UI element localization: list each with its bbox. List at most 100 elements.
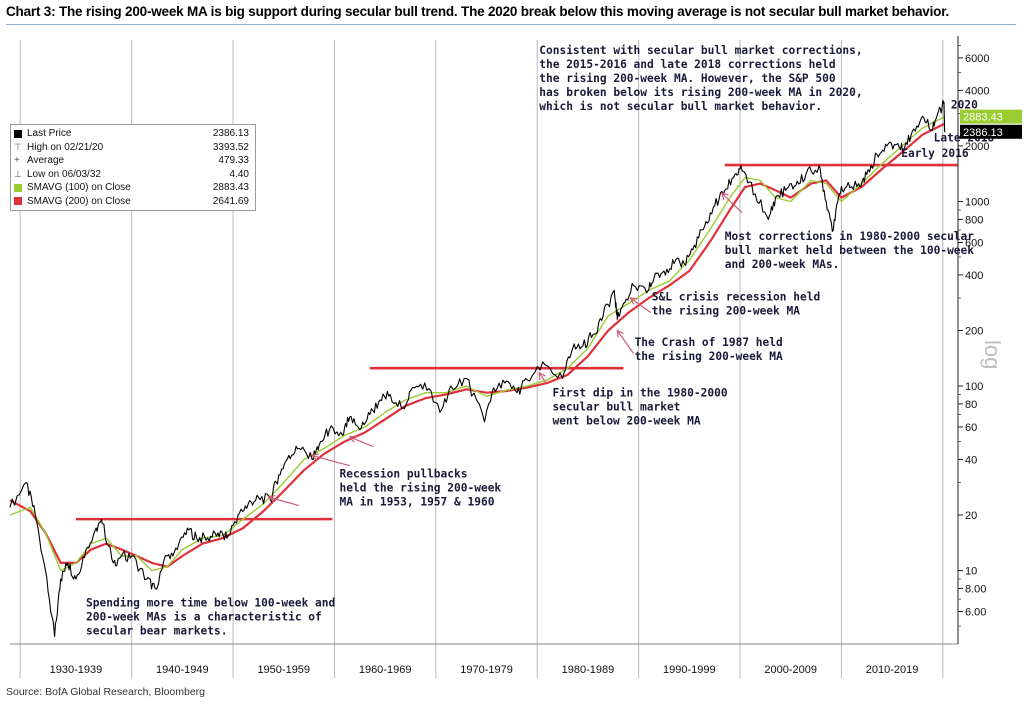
last-value-text: 2883.43 — [963, 112, 1003, 124]
annotation-line: Most corrections in 1980-2000 secular — [725, 230, 974, 243]
annotation-text: S&L crisis recession held the rising 200-… — [652, 291, 820, 318]
annotation-line: S&L crisis recession held — [652, 291, 820, 304]
annotation-line: Recession pullbacks — [340, 467, 468, 480]
legend-label: Average — [27, 155, 65, 167]
annotation-arrow — [348, 435, 374, 448]
arrow-head — [348, 435, 357, 443]
source-note: Source: BofA Global Research, Bloomberg — [6, 686, 206, 698]
x-tick-label: 1930-1939 — [50, 664, 103, 676]
y-tick-label: 400 — [965, 270, 983, 282]
annotation-text: Consistent with secular bull market corr… — [539, 44, 862, 113]
x-tick-label: 1990-1999 — [663, 664, 716, 676]
y-tick-label: 100 — [965, 381, 983, 393]
price-series — [9, 99, 946, 637]
arrow-shaft — [538, 372, 546, 383]
annotation-arrows — [267, 192, 743, 507]
annotation-line: Spending more time below 100-week and — [86, 596, 335, 609]
x-tick-label: 1970-1979 — [460, 664, 513, 676]
legend-row-ma100: SMAVG (100) on Close 2883.43 — [11, 181, 255, 195]
y-axis-label: log — [980, 340, 1005, 369]
annotations: Consistent with secular bull market corr… — [86, 44, 995, 637]
x-tick-label: 2000-2009 — [764, 664, 817, 676]
price-line — [9, 99, 946, 637]
ma200-series — [9, 122, 946, 568]
legend-row-high: ⊤ High on 02/21/20 3393.52 — [11, 141, 255, 155]
y-tick-label: 4000 — [965, 85, 989, 97]
annotation-line: the rising 200-week MA — [652, 305, 800, 318]
annotation-line: has broken below its rising 200-week MA … — [539, 86, 862, 99]
legend-value: 4.40 — [229, 168, 249, 180]
legend-row-last-price: Last Price 2386.13 — [11, 127, 255, 141]
y-tick-label: 200 — [965, 325, 983, 337]
ma200-line — [9, 122, 946, 568]
ma100-line — [9, 115, 946, 572]
annotation-arrow — [629, 297, 652, 314]
y-tick-label: 6.00 — [965, 607, 986, 619]
arrow-head — [629, 297, 638, 305]
arrow-shaft — [311, 454, 350, 467]
arrow-shaft — [616, 330, 635, 354]
x-tick-label: 1940-1949 — [156, 664, 209, 676]
annotation-line: secular bull market — [552, 400, 680, 413]
y-tick-label: 20 — [965, 510, 977, 522]
y-tick-label: 60 — [965, 422, 977, 434]
arrow-head — [616, 329, 624, 338]
annotation-arrow — [720, 192, 743, 214]
annotation-line: 200-week MAs is a characteristic of — [86, 610, 322, 623]
annotation-line: and 200-week MAs. — [725, 258, 840, 271]
annotation-line: Consistent with secular bull market corr… — [539, 44, 862, 57]
annotation-text: 2020 — [951, 98, 978, 111]
annotation-line: the rising 200-week MA. However, the S&P… — [539, 72, 836, 85]
y-tick-label: 1000 — [965, 196, 989, 208]
arrow-head — [310, 453, 320, 461]
last-value-text: 2386.13 — [963, 127, 1003, 139]
title-divider — [6, 24, 1016, 25]
legend-row-average: + Average 479.33 — [11, 154, 255, 168]
legend-label: High on 02/21/20 — [27, 141, 104, 153]
arrow-shaft — [349, 436, 374, 448]
arrow-head — [720, 192, 729, 200]
y-tick-label: 6000 — [965, 53, 989, 65]
high-tick-icon: ⊤ — [14, 142, 22, 153]
annotation-text: First dip in the 1980-2000 secular bull m… — [552, 386, 727, 427]
x-tick-label: 1980-1989 — [562, 664, 615, 676]
annotation-line: went below 200-week MA — [552, 414, 700, 427]
legend-value: 479.33 — [218, 155, 249, 167]
legend-label: Low on 06/03/32 — [27, 168, 101, 180]
y-tick-label: 80 — [965, 399, 977, 411]
legend-value: 2883.43 — [212, 182, 249, 194]
legend-row-ma200: SMAVG (200) on Close 2641.69 — [11, 195, 255, 209]
legend-label: SMAVG (100) on Close — [27, 182, 131, 194]
green-square-icon — [14, 183, 22, 192]
annotation-text: Spending more time below 100-week and 200… — [86, 596, 335, 637]
annotation-arrow — [267, 494, 300, 507]
last-value-label: 2386.13 — [960, 124, 1022, 139]
annotation-arrow — [310, 453, 350, 467]
annotation-line: First dip in the 1980-2000 — [552, 386, 727, 399]
last-value-box — [960, 124, 1022, 139]
annotation-line: The Crash of 1987 held — [635, 336, 783, 349]
arrow-head — [267, 494, 276, 503]
last-value-box — [960, 109, 1022, 124]
legend-box: Last Price 2386.13 ⊤ High on 02/21/20 33… — [10, 124, 256, 211]
support-lines — [75, 163, 958, 521]
arrow-shaft — [268, 496, 300, 507]
annotation-line: bull market held between the 100-week — [725, 244, 974, 257]
annotation-text: Early 2016 — [901, 147, 969, 160]
annotation-line: the 2015-2016 and late 2018 corrections … — [539, 58, 835, 71]
x-tick-label: 1950-1959 — [257, 664, 310, 676]
plus-icon: + — [14, 154, 20, 166]
annotation-line: 2020 — [951, 98, 978, 111]
low-tick-icon: ⊥ — [14, 169, 22, 180]
annotation-line: held the rising 200-week — [340, 481, 502, 494]
annotation-line: which is not secular bull market behavio… — [539, 100, 822, 113]
last-value-label: 2883.43 — [960, 109, 1022, 124]
annotation-text: The Crash of 1987 held the rising 200-wee… — [635, 336, 783, 363]
legend-label: SMAVG (200) on Close — [27, 195, 131, 207]
black-square-icon — [14, 129, 22, 138]
y-tick-label: 8.00 — [965, 583, 986, 595]
y-tick-label: 600 — [965, 237, 983, 249]
legend-label: Last Price — [27, 128, 72, 140]
arrow-head — [538, 371, 546, 380]
